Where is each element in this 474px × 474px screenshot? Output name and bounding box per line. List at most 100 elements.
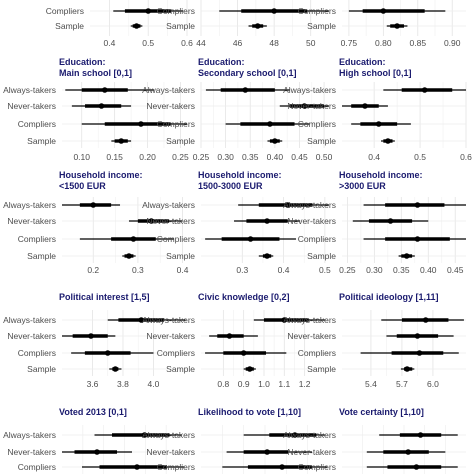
tick-label: 0.4	[103, 38, 115, 48]
row-label: Never-takers	[287, 331, 336, 341]
panel-title: Education:	[59, 57, 106, 67]
point-estimate	[267, 121, 273, 127]
panel-title: High school [0,1]	[339, 68, 412, 78]
tick-label: 0.40	[420, 265, 437, 275]
tick-label: 0.50	[316, 152, 333, 162]
point-estimate	[98, 103, 105, 109]
point-estimate	[380, 8, 387, 14]
row-label: Sample	[307, 364, 336, 374]
tick-label: 0.25	[172, 152, 189, 162]
tick-label: 0.2	[87, 265, 99, 275]
point-estimate	[403, 253, 410, 259]
point-estimate	[281, 317, 288, 323]
row-label: Sample	[166, 136, 195, 146]
point-estimate	[394, 23, 400, 29]
panel-title: <1500 EUR	[59, 181, 106, 191]
row-label: Compliers	[18, 462, 56, 472]
tick-label: 0.20	[139, 152, 156, 162]
point-estimate	[264, 218, 270, 224]
panel-title: Education:	[339, 57, 386, 67]
row-label: Never-takers	[287, 101, 336, 111]
point-estimate	[264, 449, 270, 455]
row-label: Always-takers	[3, 200, 56, 210]
point-estimate	[385, 138, 391, 144]
tick-label: 0.35	[393, 265, 410, 275]
row-label: Never-takers	[146, 447, 195, 457]
row-label: Sample	[307, 251, 336, 261]
tick-label: 6.0	[427, 379, 439, 389]
row-label: Compliers	[18, 234, 56, 244]
tick-label: 0.8	[217, 379, 229, 389]
point-estimate	[417, 432, 424, 438]
row-label: Never-takers	[146, 101, 195, 111]
row-label: Compliers	[157, 348, 195, 358]
tick-label: 44	[196, 38, 206, 48]
tick-label: 0.85	[410, 38, 427, 48]
row-label: Always-takers	[142, 315, 195, 325]
row-label: Compliers	[18, 119, 56, 129]
point-estimate	[148, 218, 155, 224]
tick-label: 0.9	[238, 379, 250, 389]
panel-title: Education:	[198, 57, 245, 67]
tick-label: 0.4	[278, 265, 290, 275]
tick-label: 0.75	[341, 38, 358, 48]
row-label: Sample	[27, 364, 56, 374]
point-estimate	[112, 366, 119, 372]
point-estimate	[422, 317, 429, 323]
tick-label: 0.25	[339, 265, 356, 275]
row-label: Always-takers	[283, 85, 336, 95]
point-estimate	[101, 87, 108, 93]
row-label: Compliers	[298, 348, 336, 358]
row-label: Always-takers	[142, 200, 195, 210]
point-estimate	[414, 333, 421, 339]
point-estimate	[362, 103, 368, 109]
tick-label: 0.3	[132, 265, 144, 275]
point-estimate	[90, 202, 97, 208]
row-label: Always-takers	[142, 430, 195, 440]
row-label: Sample	[166, 364, 195, 374]
tick-label: 0.10	[73, 152, 90, 162]
row-label: Sample	[27, 136, 56, 146]
point-estimate	[279, 464, 285, 470]
row-label: Never-takers	[287, 447, 336, 457]
tick-label: 0.80	[375, 38, 392, 48]
tick-label: 4.0	[148, 379, 160, 389]
point-estimate	[414, 236, 421, 242]
point-estimate	[246, 366, 253, 372]
tick-label: 5.7	[396, 379, 408, 389]
point-estimate	[126, 253, 132, 259]
tick-label: 0.4	[368, 152, 380, 162]
tick-label: 46	[233, 38, 243, 48]
tick-label: 3.8	[117, 379, 129, 389]
point-estimate	[272, 138, 278, 144]
row-label: Always-takers	[283, 200, 336, 210]
row-label: Never-takers	[146, 331, 195, 341]
point-estimate	[138, 121, 144, 127]
point-estimate	[413, 464, 420, 470]
tick-label: 5.4	[365, 379, 377, 389]
row-label: Compliers	[46, 6, 84, 16]
point-estimate	[284, 202, 291, 208]
tick-label: 0.45	[447, 265, 464, 275]
point-estimate	[301, 103, 308, 109]
point-estimate	[405, 449, 411, 455]
point-estimate	[271, 8, 277, 14]
point-estimate	[130, 236, 137, 242]
row-label: Never-takers	[7, 447, 56, 457]
panel-title: Household income:	[59, 170, 143, 180]
panel-title: Political interest [1,5]	[59, 292, 150, 302]
panel-title: Civic knowledge [0,2]	[198, 292, 290, 302]
row-label: Compliers	[298, 6, 336, 16]
row-label: Always-takers	[3, 430, 56, 440]
row-label: Sample	[166, 251, 195, 261]
row-label: Compliers	[157, 6, 195, 16]
tick-label: 1.0	[258, 379, 270, 389]
tick-label: 3.6	[87, 379, 99, 389]
panel-title: Household income:	[198, 170, 282, 180]
point-estimate	[416, 350, 423, 356]
point-estimate	[414, 202, 421, 208]
panel-title: Household income:	[339, 170, 423, 180]
panel-title: 1500-3000 EUR	[198, 181, 263, 191]
point-estimate	[141, 432, 148, 438]
point-estimate	[242, 87, 249, 93]
